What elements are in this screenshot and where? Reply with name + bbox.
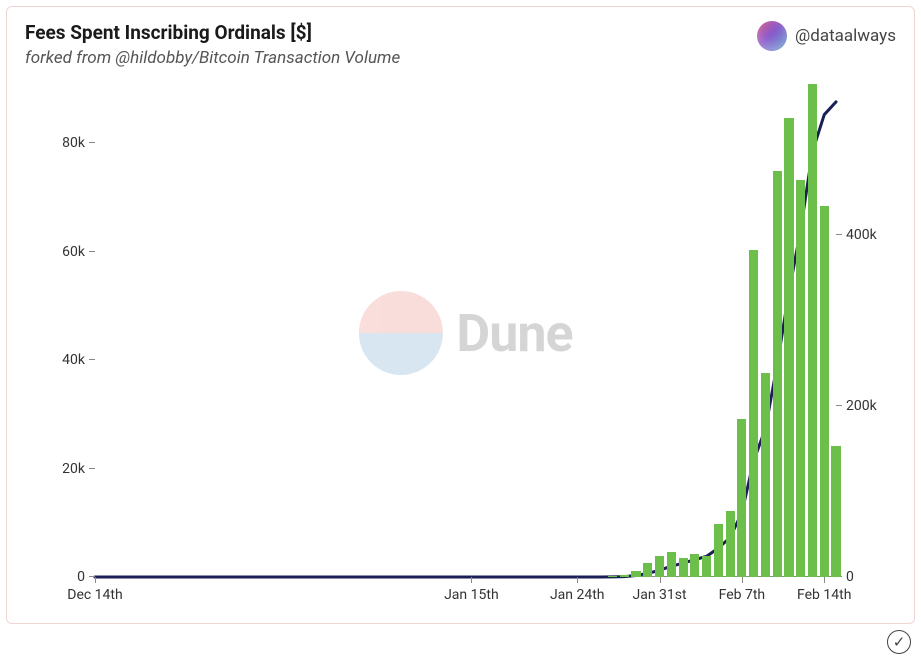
bar bbox=[749, 250, 758, 578]
author-block[interactable]: @dataalways bbox=[757, 21, 896, 51]
bar bbox=[655, 556, 664, 577]
y-right-tick-mark bbox=[836, 405, 842, 406]
y-left-tick-mark bbox=[89, 142, 95, 143]
y-left-tick-label: 40k bbox=[62, 352, 85, 368]
bar bbox=[808, 84, 817, 577]
bar bbox=[773, 171, 782, 577]
title-block: Fees Spent Inscribing Ordinals [$] forke… bbox=[25, 21, 400, 68]
x-tick-mark bbox=[824, 577, 825, 583]
bar bbox=[761, 373, 770, 577]
x-tick-label: Feb 7th bbox=[719, 587, 766, 603]
y-left-tick-label: 80k bbox=[62, 135, 85, 151]
x-tick-label: Jan 24th bbox=[550, 587, 605, 603]
bar bbox=[714, 524, 723, 577]
bar bbox=[631, 571, 640, 578]
card-header: Fees Spent Inscribing Ordinals [$] forke… bbox=[25, 21, 896, 68]
x-tick-mark bbox=[742, 577, 743, 583]
x-tick-label: Jan 31st bbox=[633, 587, 687, 603]
chart-card: Fees Spent Inscribing Ordinals [$] forke… bbox=[6, 6, 915, 624]
cumulative-line bbox=[95, 102, 836, 577]
line-series bbox=[95, 89, 836, 577]
chart-title: Fees Spent Inscribing Ordinals [$] bbox=[25, 21, 400, 44]
y-left-tick-label: 20k bbox=[62, 461, 85, 477]
bar bbox=[690, 554, 699, 577]
y-right-tick-label: 0 bbox=[846, 569, 854, 585]
bar bbox=[796, 180, 805, 577]
x-tick-mark bbox=[660, 577, 661, 583]
author-handle: @dataalways bbox=[795, 26, 896, 46]
bar bbox=[620, 575, 629, 577]
bar bbox=[679, 558, 688, 577]
y-left-tick-mark bbox=[89, 359, 95, 360]
y-right-tick-mark bbox=[836, 234, 842, 235]
bar bbox=[726, 511, 735, 577]
y-left-tick-label: 60k bbox=[62, 244, 85, 260]
bar bbox=[643, 563, 652, 577]
x-tick-mark bbox=[471, 577, 472, 583]
y-right-tick-label: 400k bbox=[846, 227, 877, 243]
plot-region: Dune 020k40k60k80k0200k400kDec 14thJan 1… bbox=[95, 89, 836, 577]
x-tick-label: Dec 14th bbox=[67, 587, 122, 603]
avatar bbox=[757, 21, 787, 51]
bar bbox=[702, 556, 711, 577]
y-left-tick-label: 0 bbox=[77, 569, 85, 585]
bar bbox=[667, 552, 676, 577]
x-tick-label: Feb 14th bbox=[797, 587, 851, 603]
bar bbox=[831, 446, 840, 577]
y-right-tick-label: 200k bbox=[846, 398, 877, 414]
y-left-tick-mark bbox=[89, 251, 95, 252]
chart-subtitle: forked from @hildobby/Bitcoin Transactio… bbox=[25, 48, 400, 68]
bar bbox=[820, 206, 829, 577]
verified-check-icon[interactable]: ✓ bbox=[887, 630, 911, 654]
x-tick-label: Jan 15th bbox=[444, 587, 499, 603]
x-tick-mark bbox=[95, 577, 96, 583]
bar bbox=[737, 419, 746, 577]
y-left-tick-mark bbox=[89, 468, 95, 469]
chart-area: Dune 020k40k60k80k0200k400kDec 14thJan 1… bbox=[25, 79, 896, 613]
bar bbox=[784, 118, 793, 577]
x-tick-mark bbox=[577, 577, 578, 583]
bar bbox=[608, 576, 617, 577]
